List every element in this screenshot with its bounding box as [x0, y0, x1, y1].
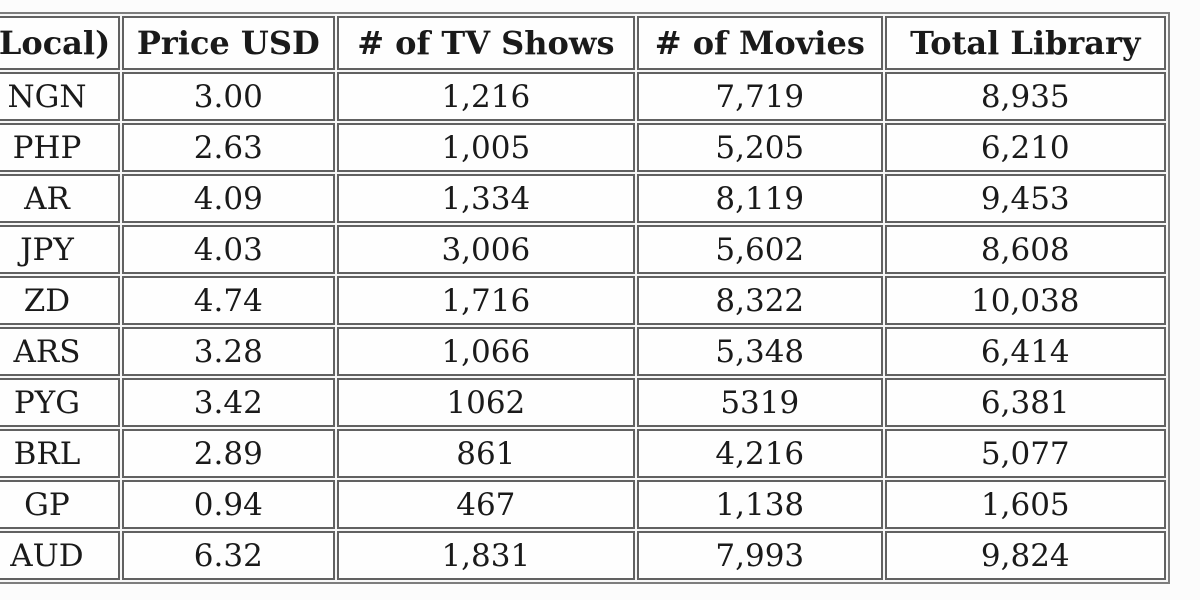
cell-local: GP [0, 480, 120, 529]
cell-local: PHP [0, 123, 120, 172]
cell-local: ARS [0, 327, 120, 376]
table-row: PYG 3.42 1062 5319 6,381 [0, 378, 1166, 427]
table-row: PHP 2.63 1,005 5,205 6,210 [0, 123, 1166, 172]
cell-tv-shows: 1062 [336, 378, 635, 427]
cell-movies: 7,719 [637, 72, 883, 121]
cell-total-library: 5,077 [884, 429, 1166, 478]
cell-total-library: 1,605 [884, 480, 1166, 529]
cell-local: NGN [0, 72, 120, 121]
cell-movies: 4,216 [637, 429, 883, 478]
cell-movies: 5,602 [637, 225, 883, 274]
cell-price-usd: 2.63 [121, 123, 335, 172]
cell-local: PYG [0, 378, 120, 427]
cell-movies: 5,205 [637, 123, 883, 172]
data-table: (Local) Price USD # of TV Shows # of Mov… [0, 12, 1170, 584]
cell-price-usd: 3.42 [121, 378, 335, 427]
cell-total-library: 6,381 [884, 378, 1166, 427]
cell-price-usd: 3.28 [121, 327, 335, 376]
cell-tv-shows: 861 [336, 429, 635, 478]
column-header-price-usd: Price USD [121, 16, 335, 70]
table-row: AR 4.09 1,334 8,119 9,453 [0, 174, 1166, 223]
cell-movies: 8,322 [637, 276, 883, 325]
cell-total-library: 6,414 [884, 327, 1166, 376]
cell-local: AR [0, 174, 120, 223]
cell-total-library: 9,453 [884, 174, 1166, 223]
cell-price-usd: 4.09 [121, 174, 335, 223]
cell-tv-shows: 467 [336, 480, 635, 529]
cell-local: ZD [0, 276, 120, 325]
cell-total-library: 6,210 [884, 123, 1166, 172]
cell-tv-shows: 1,066 [336, 327, 635, 376]
cell-total-library: 9,824 [884, 531, 1166, 580]
cell-tv-shows: 1,716 [336, 276, 635, 325]
table-row: JPY 4.03 3,006 5,602 8,608 [0, 225, 1166, 274]
table-row: NGN 3.00 1,216 7,719 8,935 [0, 72, 1166, 121]
table-row: ZD 4.74 1,716 8,322 10,038 [0, 276, 1166, 325]
cell-local: BRL [0, 429, 120, 478]
column-header-tv-shows: # of TV Shows [336, 16, 635, 70]
cell-price-usd: 4.03 [121, 225, 335, 274]
table-row: GP 0.94 467 1,138 1,605 [0, 480, 1166, 529]
cell-tv-shows: 3,006 [336, 225, 635, 274]
table-row: AUD 6.32 1,831 7,993 9,824 [0, 531, 1166, 580]
cell-total-library: 8,608 [884, 225, 1166, 274]
cell-tv-shows: 1,334 [336, 174, 635, 223]
cell-movies: 1,138 [637, 480, 883, 529]
table-row: ARS 3.28 1,066 5,348 6,414 [0, 327, 1166, 376]
cell-local: JPY [0, 225, 120, 274]
cell-price-usd: 3.00 [121, 72, 335, 121]
cell-tv-shows: 1,005 [336, 123, 635, 172]
cell-total-library: 10,038 [884, 276, 1166, 325]
cell-price-usd: 4.74 [121, 276, 335, 325]
header-row: (Local) Price USD # of TV Shows # of Mov… [0, 16, 1166, 70]
cell-price-usd: 0.94 [121, 480, 335, 529]
cell-total-library: 8,935 [884, 72, 1166, 121]
cell-movies: 7,993 [637, 531, 883, 580]
cell-price-usd: 6.32 [121, 531, 335, 580]
cell-price-usd: 2.89 [121, 429, 335, 478]
cell-movies: 5319 [637, 378, 883, 427]
cell-movies: 8,119 [637, 174, 883, 223]
table-row: BRL 2.89 861 4,216 5,077 [0, 429, 1166, 478]
cell-movies: 5,348 [637, 327, 883, 376]
column-header-local: (Local) [0, 16, 120, 70]
column-header-total-library: Total Library [884, 16, 1166, 70]
column-header-movies: # of Movies [637, 16, 883, 70]
cell-tv-shows: 1,831 [336, 531, 635, 580]
cell-tv-shows: 1,216 [336, 72, 635, 121]
cell-local: AUD [0, 531, 120, 580]
